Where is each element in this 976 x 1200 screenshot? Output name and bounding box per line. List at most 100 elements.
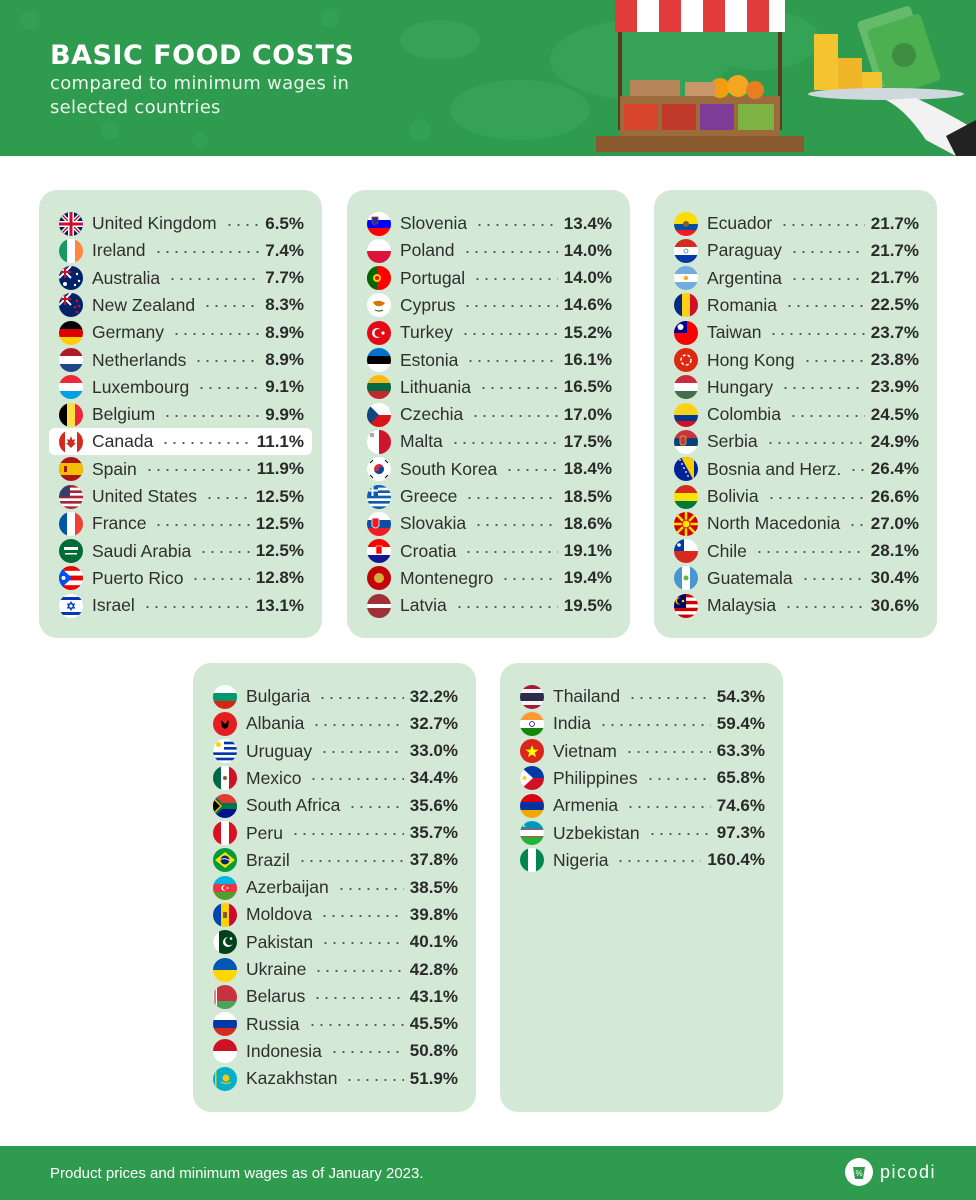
food-cost-percentage: 15.2% [563, 322, 612, 342]
country-name: Germany [92, 322, 164, 343]
country-row: Montenegro 19.4% [357, 565, 620, 592]
country-row: Belgium 9.9% [49, 401, 312, 428]
country-name: Chile [707, 540, 747, 561]
food-cost-percentage: 19.1% [563, 541, 612, 561]
food-cost-percentage: 12.8% [255, 568, 304, 588]
dotted-leader [199, 551, 250, 554]
czechia-flag-icon [367, 402, 391, 427]
country-name: Malaysia [707, 595, 777, 616]
country-row: Vietnam 63.3% [510, 738, 773, 765]
latvia-flag-icon [367, 593, 391, 618]
country-row: Moldova 39.8% [203, 901, 466, 928]
food-cost-percentage: 26.6% [870, 486, 919, 506]
dotted-leader [645, 778, 711, 781]
south-africa-flag-icon [213, 793, 237, 818]
country-name: Ukraine [246, 959, 307, 979]
food-cost-percentage: 12.5% [255, 541, 304, 561]
country-name: Nigeria [553, 849, 609, 870]
country-row: Croatia 19.1% [357, 538, 620, 565]
dotted-leader [153, 250, 260, 253]
saudi-arabia-flag-icon [59, 539, 83, 564]
country-name: Malta [400, 431, 443, 452]
dotted-leader [626, 805, 711, 808]
philippines-flag-icon [520, 766, 544, 791]
food-cost-percentage: 17.0% [563, 404, 612, 424]
greece-flag-icon [367, 484, 391, 509]
ireland-flag-icon [59, 238, 83, 263]
country-name: Bolivia [707, 486, 759, 506]
food-cost-percentage: 24.5% [870, 404, 919, 424]
dotted-leader [475, 223, 558, 226]
country-name: Brazil [246, 849, 290, 870]
food-cost-percentage: 13.4% [563, 213, 612, 233]
food-cost-percentage: 50.8% [409, 1041, 458, 1061]
country-name: North Macedonia [707, 513, 841, 534]
country-row: Mexico 34.4% [203, 765, 466, 792]
country-row: Thailand 54.3% [510, 683, 773, 710]
food-cost-percentage: 18.4% [563, 459, 612, 479]
country-panel: United Kingdom 6.5% Ireland 7.4% Australia 7.… [39, 190, 322, 638]
ukraine-flag-icon [213, 957, 237, 982]
dotted-leader [789, 278, 865, 281]
country-name: Pakistan [246, 931, 314, 952]
country-row: France 12.5% [49, 510, 312, 537]
indonesia-flag-icon [213, 1039, 237, 1064]
dotted-leader [450, 441, 558, 444]
country-row: Estonia 16.1% [357, 347, 620, 374]
dotted-leader [336, 887, 404, 890]
dotted-leader [471, 414, 558, 417]
page-title: BASIC FOOD COSTS [50, 40, 355, 71]
dotted-leader [464, 551, 558, 554]
food-cost-percentage: 19.4% [563, 568, 612, 588]
country-name: Latvia [400, 595, 447, 616]
country-name: Spain [92, 458, 137, 479]
country-name: Taiwan [707, 322, 762, 343]
dotted-leader [297, 860, 404, 863]
country-row: Turkey 15.2% [357, 319, 620, 346]
country-row: Guatemala 30.4% [664, 565, 927, 592]
country-row: United Kingdom 6.5% [49, 210, 312, 237]
south-korea-flag-icon [367, 457, 391, 482]
country-panel: Ecuador 21.7% Paraguay 21.7% Argentina 21.7% R… [654, 190, 937, 638]
country-name: Turkey [400, 322, 453, 343]
belarus-flag-icon [213, 984, 237, 1009]
country-row: Bosnia and Herz. 26.4% [664, 456, 927, 483]
country-row: Germany 8.9% [49, 319, 312, 346]
food-cost-percentage: 30.6% [870, 595, 919, 615]
food-cost-percentage: 11.9% [256, 459, 304, 479]
food-cost-percentage: 32.2% [409, 686, 458, 706]
country-name: Australia [92, 267, 161, 288]
country-row: Puerto Rico 12.8% [49, 565, 312, 592]
food-cost-percentage: 14.0% [563, 240, 612, 260]
country-row: Latvia 19.5% [357, 592, 620, 619]
armenia-flag-icon [520, 793, 544, 818]
country-name: Indonesia [246, 1040, 322, 1061]
page-subtitle: compared to minimum wages in selected co… [50, 73, 350, 118]
food-cost-percentage: 16.1% [563, 350, 612, 369]
country-row: North Macedonia 27.0% [664, 510, 927, 537]
country-row: Romania 22.5% [664, 292, 927, 319]
dotted-leader [144, 469, 251, 472]
dotted-leader [849, 469, 865, 472]
food-cost-percentage: 13.1% [255, 595, 304, 615]
country-row: Peru 35.7% [203, 820, 466, 847]
dotted-leader [754, 551, 865, 554]
country-row: Hungary 23.9% [664, 374, 927, 401]
country-row: United States 12.5% [49, 483, 312, 510]
dotted-leader [318, 696, 404, 699]
food-cost-percentage: 14.0% [563, 268, 612, 288]
dotted-leader [785, 305, 865, 308]
lithuania-flag-icon [367, 375, 391, 400]
country-name: Belarus [246, 986, 306, 1007]
romania-flag-icon [674, 293, 698, 318]
country-panel: Bulgaria 32.2% Albania 32.7% Uruguay 33.0% Mex… [193, 663, 476, 1112]
ecuador-flag-icon [674, 211, 698, 236]
food-cost-percentage: 43.1% [409, 986, 458, 1006]
dotted-leader [290, 833, 404, 835]
food-cost-percentage: 16.5% [563, 377, 612, 397]
slovenia-flag-icon [367, 211, 391, 236]
food-cost-percentage: 8.9% [265, 322, 304, 342]
country-row: Ukraine 42.8% [203, 956, 466, 983]
dotted-leader [161, 441, 251, 444]
dotted-leader [465, 496, 558, 499]
